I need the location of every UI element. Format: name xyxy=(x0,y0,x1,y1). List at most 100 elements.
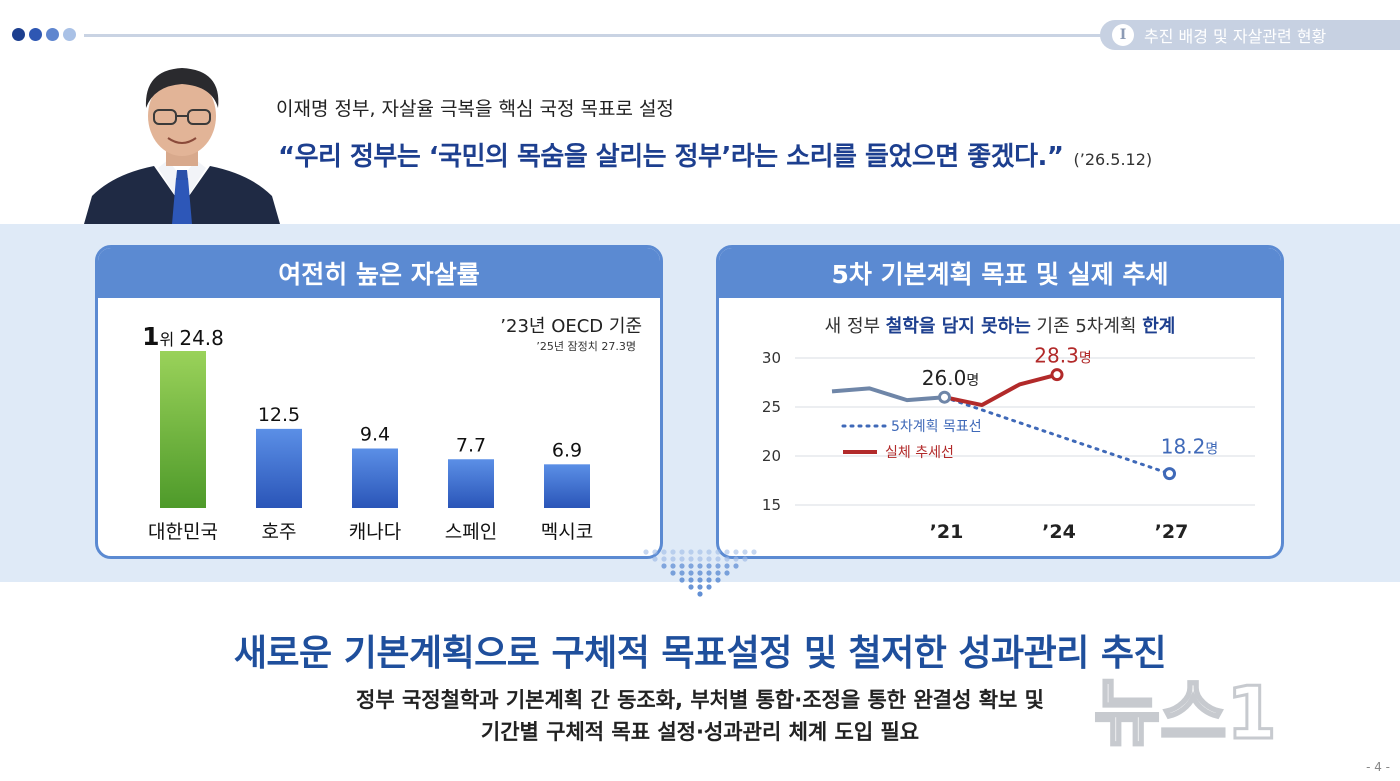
arrow-dot xyxy=(742,556,748,562)
plan-trend-panel: 5차 기본계획 목표 및 실제 추세 새 정부 철학을 담지 못하는 기존 5차… xyxy=(716,245,1284,559)
point-2027 xyxy=(1163,467,1176,481)
arrow-dot xyxy=(715,563,721,569)
arrow-dot xyxy=(697,591,703,597)
arrow-dot xyxy=(661,563,667,569)
arrow-dot xyxy=(697,584,703,590)
legend-plan-label: 5차계획 목표선 xyxy=(891,419,982,435)
header-dot xyxy=(29,28,42,41)
quote-block: “우리 정부는 ‘국민의 목숨을 살리는 정부’라는 소리를 들었으면 좋겠다.… xyxy=(278,136,1152,173)
bar-value-label: 6.9 xyxy=(552,439,582,461)
arrow-dot xyxy=(697,563,703,569)
category-label: 멕시코 xyxy=(541,521,593,543)
arrow-dot xyxy=(697,556,703,562)
subtitle-part: 새 정부 xyxy=(824,316,886,337)
category-label: 호주 xyxy=(262,521,297,543)
arrow-dot xyxy=(724,549,730,555)
arrow-dot xyxy=(688,584,694,590)
arrow-dot xyxy=(715,570,721,576)
quote-date: (’26.5.12) xyxy=(1073,150,1153,169)
point-2021 xyxy=(938,390,951,404)
arrow-dot xyxy=(706,549,712,555)
bar-멕시코 xyxy=(544,464,590,508)
header-rule xyxy=(84,34,1114,37)
arrow-dot xyxy=(715,577,721,583)
president-quote: “우리 정부는 ‘국민의 목숨을 살리는 정부’라는 소리를 들었으면 좋겠다.… xyxy=(278,142,1064,172)
chart-basis-note: ’25년 잠정치 27.3명 xyxy=(536,340,636,353)
bar-캐나다 xyxy=(352,448,398,508)
chart-basis: ’23년 OECD 기준 xyxy=(500,316,642,337)
arrow-dot xyxy=(688,570,694,576)
subtitle-part: 기존 5차계획 xyxy=(1030,316,1143,337)
section-label: I 추진 배경 및 자살관련 현황 xyxy=(1100,20,1400,50)
arrow-dot xyxy=(688,563,694,569)
arrow-dot xyxy=(670,570,676,576)
line-chart: 30 25 20 15 ’21 ’24 ’27 26.0명 28.3명 18.2명 5차계획 목표선… xyxy=(762,344,1255,543)
bar-value-label: 9.4 xyxy=(360,423,390,445)
arrow-dot xyxy=(643,549,649,555)
point-2024 xyxy=(1050,368,1064,382)
actual-trend-line xyxy=(944,372,1058,408)
page-number: - 4 - xyxy=(1366,760,1390,774)
historical-line xyxy=(831,386,945,403)
data-label-a2027: 18.2명 xyxy=(1161,435,1218,459)
bar-chart: 1위 24.8 대한민국 12.5 호주 9.4 캐나다 7.7 스페인 6.9 멕시코 xyxy=(142,322,593,543)
header-dot xyxy=(46,28,59,41)
arrow-dot xyxy=(724,563,730,569)
x-tick-label: ’27 xyxy=(1155,521,1189,543)
arrow-dot xyxy=(688,556,694,562)
arrow-dot xyxy=(697,570,703,576)
arrow-dot xyxy=(661,549,667,555)
arrow-dot xyxy=(670,556,676,562)
conclusion-headline: 새로운 기본계획으로 구체적 목표설정 및 철저한 성과관리 추진 xyxy=(233,633,1167,674)
watermark-text: 뉴스1 xyxy=(1094,671,1277,755)
arrow-dot xyxy=(742,549,748,555)
panel-title: 5차 기본계획 목표 및 실제 추세 xyxy=(719,248,1281,298)
x-tick-label: ’21 xyxy=(930,521,964,543)
bar-value-label: 12.5 xyxy=(258,404,300,426)
conclusion-line-2: 기간별 구체적 목표 설정·성과관리 체계 도입 필요 xyxy=(480,720,920,744)
arrow-dot xyxy=(733,563,739,569)
arrow-dot xyxy=(679,570,685,576)
y-tick-label: 25 xyxy=(762,398,781,416)
suicide-rate-panel: 여전히 높은 자살률 ’23년 OECD 기준 ’25년 잠정치 27.3명 1… xyxy=(95,245,663,559)
arrow-dot xyxy=(733,556,739,562)
arrow-dot xyxy=(715,549,721,555)
subtitle-emphasis: 철학을 담지 못하는 xyxy=(885,316,1031,337)
arrow-dot xyxy=(724,556,730,562)
intro-subtitle: 이재명 정부, 자살율 극복을 핵심 국정 목표로 설정 xyxy=(276,98,674,120)
arrow-dot xyxy=(706,563,712,569)
arrow-dot xyxy=(652,556,658,562)
arrow-dot xyxy=(679,563,685,569)
y-tick-label: 20 xyxy=(762,447,781,465)
arrow-dot xyxy=(688,549,694,555)
arrow-dot xyxy=(688,577,694,583)
legend-actual-label: 실체 추세선 xyxy=(885,445,954,461)
arrow-dot xyxy=(679,556,685,562)
data-label-a2024: 28.3명 xyxy=(1034,344,1091,368)
arrow-dot xyxy=(679,549,685,555)
arrow-dot xyxy=(706,584,712,590)
panel-title: 여전히 높은 자살률 xyxy=(98,248,660,298)
decorative-dots xyxy=(12,28,76,41)
arrow-dot xyxy=(751,549,757,555)
bar-호주 xyxy=(256,428,302,508)
arrow-dot xyxy=(670,563,676,569)
arrow-dot xyxy=(652,549,658,555)
y-tick-label: 30 xyxy=(762,349,781,367)
arrow-dot xyxy=(670,549,676,555)
category-label: 스페인 xyxy=(445,521,497,543)
plan-target-line xyxy=(943,395,1171,476)
down-arrow-icon xyxy=(643,549,757,597)
bar-대한민국 xyxy=(160,351,206,508)
arrow-dot xyxy=(679,577,685,583)
section-number: I xyxy=(1112,24,1134,46)
arrow-dot xyxy=(706,570,712,576)
arrow-dot xyxy=(697,577,703,583)
arrow-dot xyxy=(661,556,667,562)
bar-value-label: 1위 24.8 xyxy=(142,322,224,351)
bar-value-label: 7.7 xyxy=(456,434,486,456)
conclusion-line-1: 정부 국정철학과 기본계획 간 동조화, 부처별 통합·조정을 통한 완결성 확… xyxy=(356,688,1044,712)
arrow-dot xyxy=(733,549,739,555)
portrait-photo xyxy=(84,56,280,224)
